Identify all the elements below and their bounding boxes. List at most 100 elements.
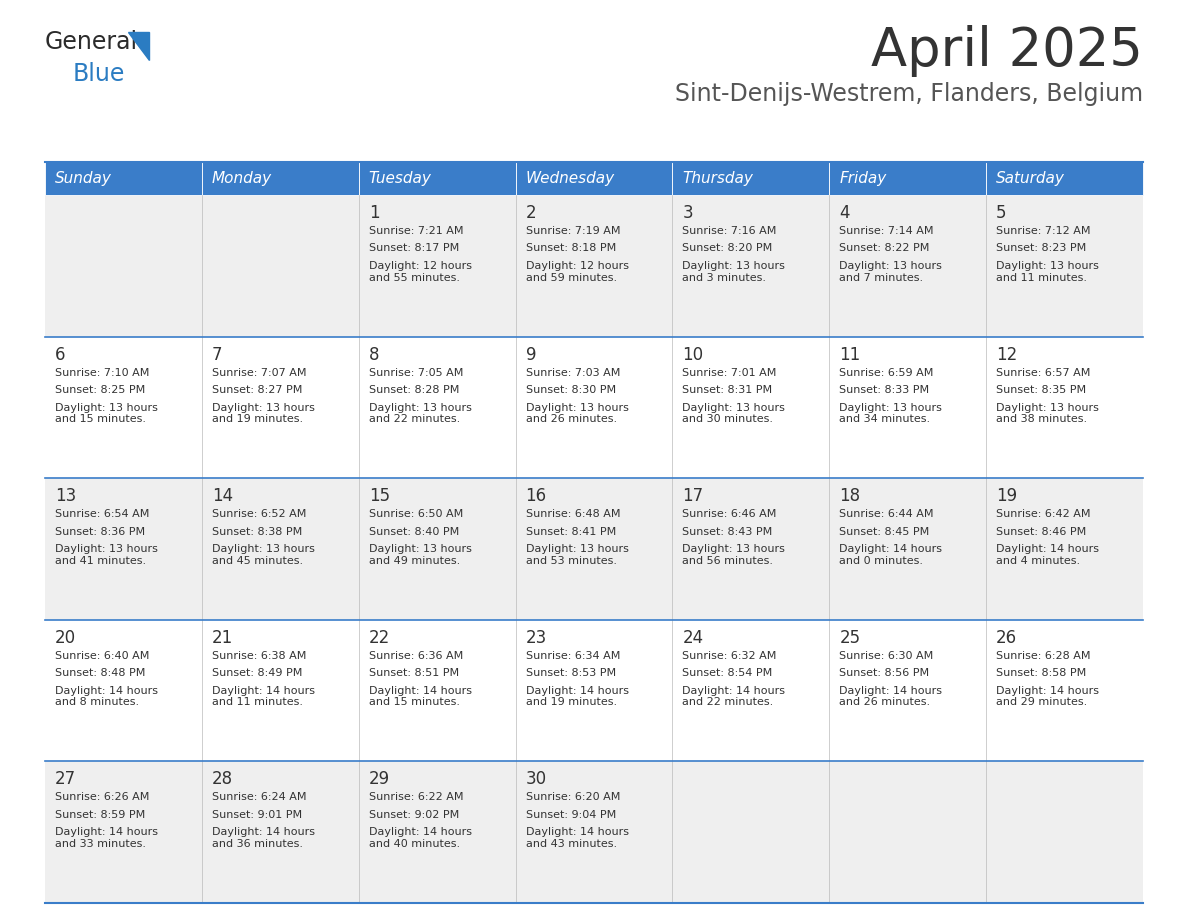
- Text: Sunrise: 7:19 AM: Sunrise: 7:19 AM: [525, 226, 620, 236]
- Bar: [516, 337, 672, 478]
- Text: Sunrise: 6:20 AM: Sunrise: 6:20 AM: [525, 792, 620, 802]
- Text: Sunrise: 6:50 AM: Sunrise: 6:50 AM: [368, 509, 463, 520]
- Text: Friday: Friday: [839, 171, 886, 186]
- Text: Daylight: 12 hours
and 55 minutes.: Daylight: 12 hours and 55 minutes.: [368, 261, 472, 283]
- Text: 1: 1: [368, 204, 379, 222]
- Text: 3: 3: [682, 204, 693, 222]
- Bar: [516, 162, 672, 195]
- Text: 5: 5: [997, 204, 1006, 222]
- Bar: [829, 195, 986, 337]
- Text: Sunset: 8:46 PM: Sunset: 8:46 PM: [997, 527, 1086, 537]
- Text: 4: 4: [839, 204, 849, 222]
- Text: Sunrise: 7:16 AM: Sunrise: 7:16 AM: [682, 226, 777, 236]
- Text: Sunrise: 7:07 AM: Sunrise: 7:07 AM: [211, 367, 307, 377]
- Bar: [672, 761, 829, 903]
- Text: Daylight: 13 hours
and 38 minutes.: Daylight: 13 hours and 38 minutes.: [997, 403, 1099, 424]
- Text: Sunday: Sunday: [55, 171, 112, 186]
- Text: Sunrise: 6:52 AM: Sunrise: 6:52 AM: [211, 509, 307, 520]
- Text: General: General: [45, 30, 138, 54]
- Text: Daylight: 14 hours
and 11 minutes.: Daylight: 14 hours and 11 minutes.: [211, 686, 315, 708]
- Bar: [986, 761, 1143, 903]
- Bar: [359, 337, 516, 478]
- Text: Sunset: 8:59 PM: Sunset: 8:59 PM: [55, 810, 145, 820]
- Text: Daylight: 14 hours
and 40 minutes.: Daylight: 14 hours and 40 minutes.: [368, 827, 472, 849]
- Bar: [516, 620, 672, 761]
- Bar: [672, 620, 829, 761]
- Text: Sunset: 8:51 PM: Sunset: 8:51 PM: [368, 668, 459, 678]
- Bar: [672, 337, 829, 478]
- Text: Daylight: 14 hours
and 26 minutes.: Daylight: 14 hours and 26 minutes.: [839, 686, 942, 708]
- Text: Daylight: 13 hours
and 19 minutes.: Daylight: 13 hours and 19 minutes.: [211, 403, 315, 424]
- Text: Sunset: 8:40 PM: Sunset: 8:40 PM: [368, 527, 459, 537]
- Text: Sunrise: 7:05 AM: Sunrise: 7:05 AM: [368, 367, 463, 377]
- Text: Daylight: 13 hours
and 45 minutes.: Daylight: 13 hours and 45 minutes.: [211, 544, 315, 565]
- Bar: [672, 478, 829, 620]
- Text: Sunset: 8:30 PM: Sunset: 8:30 PM: [525, 385, 615, 395]
- Text: Daylight: 13 hours
and 49 minutes.: Daylight: 13 hours and 49 minutes.: [368, 544, 472, 565]
- Text: Daylight: 14 hours
and 33 minutes.: Daylight: 14 hours and 33 minutes.: [55, 827, 158, 849]
- Text: Sunrise: 6:34 AM: Sunrise: 6:34 AM: [525, 651, 620, 661]
- Text: 9: 9: [525, 345, 536, 364]
- Text: Daylight: 14 hours
and 19 minutes.: Daylight: 14 hours and 19 minutes.: [525, 686, 628, 708]
- Text: 2: 2: [525, 204, 536, 222]
- Text: 22: 22: [368, 629, 390, 647]
- Text: Sunset: 8:23 PM: Sunset: 8:23 PM: [997, 243, 1086, 253]
- Bar: [829, 337, 986, 478]
- Text: Sunset: 8:58 PM: Sunset: 8:58 PM: [997, 668, 1086, 678]
- Text: 25: 25: [839, 629, 860, 647]
- Text: 21: 21: [211, 629, 233, 647]
- Text: Sunset: 8:28 PM: Sunset: 8:28 PM: [368, 385, 459, 395]
- Text: 28: 28: [211, 770, 233, 789]
- Text: Sunset: 8:36 PM: Sunset: 8:36 PM: [55, 527, 145, 537]
- Text: Sunset: 9:01 PM: Sunset: 9:01 PM: [211, 810, 302, 820]
- Text: Saturday: Saturday: [997, 171, 1064, 186]
- Text: Sunset: 8:17 PM: Sunset: 8:17 PM: [368, 243, 459, 253]
- Text: Sunrise: 7:21 AM: Sunrise: 7:21 AM: [368, 226, 463, 236]
- Bar: [202, 478, 359, 620]
- Text: Sunrise: 7:12 AM: Sunrise: 7:12 AM: [997, 226, 1091, 236]
- Text: Sunrise: 6:24 AM: Sunrise: 6:24 AM: [211, 792, 307, 802]
- Text: Daylight: 13 hours
and 15 minutes.: Daylight: 13 hours and 15 minutes.: [55, 403, 158, 424]
- Text: Sunrise: 7:03 AM: Sunrise: 7:03 AM: [525, 367, 620, 377]
- Text: 20: 20: [55, 629, 76, 647]
- Text: 27: 27: [55, 770, 76, 789]
- Text: 12: 12: [997, 345, 1017, 364]
- Text: 26: 26: [997, 629, 1017, 647]
- Text: Blue: Blue: [72, 62, 126, 86]
- Text: Daylight: 14 hours
and 8 minutes.: Daylight: 14 hours and 8 minutes.: [55, 686, 158, 708]
- Bar: [45, 162, 202, 195]
- Text: Wednesday: Wednesday: [525, 171, 614, 186]
- Text: Sunset: 8:53 PM: Sunset: 8:53 PM: [525, 668, 615, 678]
- Bar: [45, 620, 202, 761]
- Text: 11: 11: [839, 345, 860, 364]
- Text: 13: 13: [55, 487, 76, 505]
- Text: Sunrise: 6:42 AM: Sunrise: 6:42 AM: [997, 509, 1091, 520]
- Text: Daylight: 13 hours
and 53 minutes.: Daylight: 13 hours and 53 minutes.: [525, 544, 628, 565]
- Text: Sint-Denijs-Westrem, Flanders, Belgium: Sint-Denijs-Westrem, Flanders, Belgium: [675, 82, 1143, 106]
- Text: Sunset: 8:41 PM: Sunset: 8:41 PM: [525, 527, 615, 537]
- Text: Daylight: 13 hours
and 41 minutes.: Daylight: 13 hours and 41 minutes.: [55, 544, 158, 565]
- Text: Sunrise: 6:38 AM: Sunrise: 6:38 AM: [211, 651, 307, 661]
- Bar: [202, 620, 359, 761]
- Text: Sunset: 8:33 PM: Sunset: 8:33 PM: [839, 385, 929, 395]
- Text: 7: 7: [211, 345, 222, 364]
- Text: Sunset: 8:20 PM: Sunset: 8:20 PM: [682, 243, 772, 253]
- Text: Sunrise: 6:44 AM: Sunrise: 6:44 AM: [839, 509, 934, 520]
- Bar: [986, 195, 1143, 337]
- Text: Daylight: 13 hours
and 56 minutes.: Daylight: 13 hours and 56 minutes.: [682, 544, 785, 565]
- Bar: [359, 620, 516, 761]
- Text: Sunrise: 6:32 AM: Sunrise: 6:32 AM: [682, 651, 777, 661]
- Text: 23: 23: [525, 629, 546, 647]
- Text: Sunrise: 7:14 AM: Sunrise: 7:14 AM: [839, 226, 934, 236]
- Text: Sunset: 8:22 PM: Sunset: 8:22 PM: [839, 243, 930, 253]
- Text: 14: 14: [211, 487, 233, 505]
- Bar: [516, 761, 672, 903]
- Bar: [986, 478, 1143, 620]
- Text: Daylight: 13 hours
and 7 minutes.: Daylight: 13 hours and 7 minutes.: [839, 261, 942, 283]
- Text: Sunset: 8:25 PM: Sunset: 8:25 PM: [55, 385, 145, 395]
- Text: Sunset: 8:49 PM: Sunset: 8:49 PM: [211, 668, 302, 678]
- Text: Sunset: 9:04 PM: Sunset: 9:04 PM: [525, 810, 615, 820]
- Text: Sunrise: 6:40 AM: Sunrise: 6:40 AM: [55, 651, 150, 661]
- Text: Daylight: 13 hours
and 3 minutes.: Daylight: 13 hours and 3 minutes.: [682, 261, 785, 283]
- Text: Sunrise: 6:59 AM: Sunrise: 6:59 AM: [839, 367, 934, 377]
